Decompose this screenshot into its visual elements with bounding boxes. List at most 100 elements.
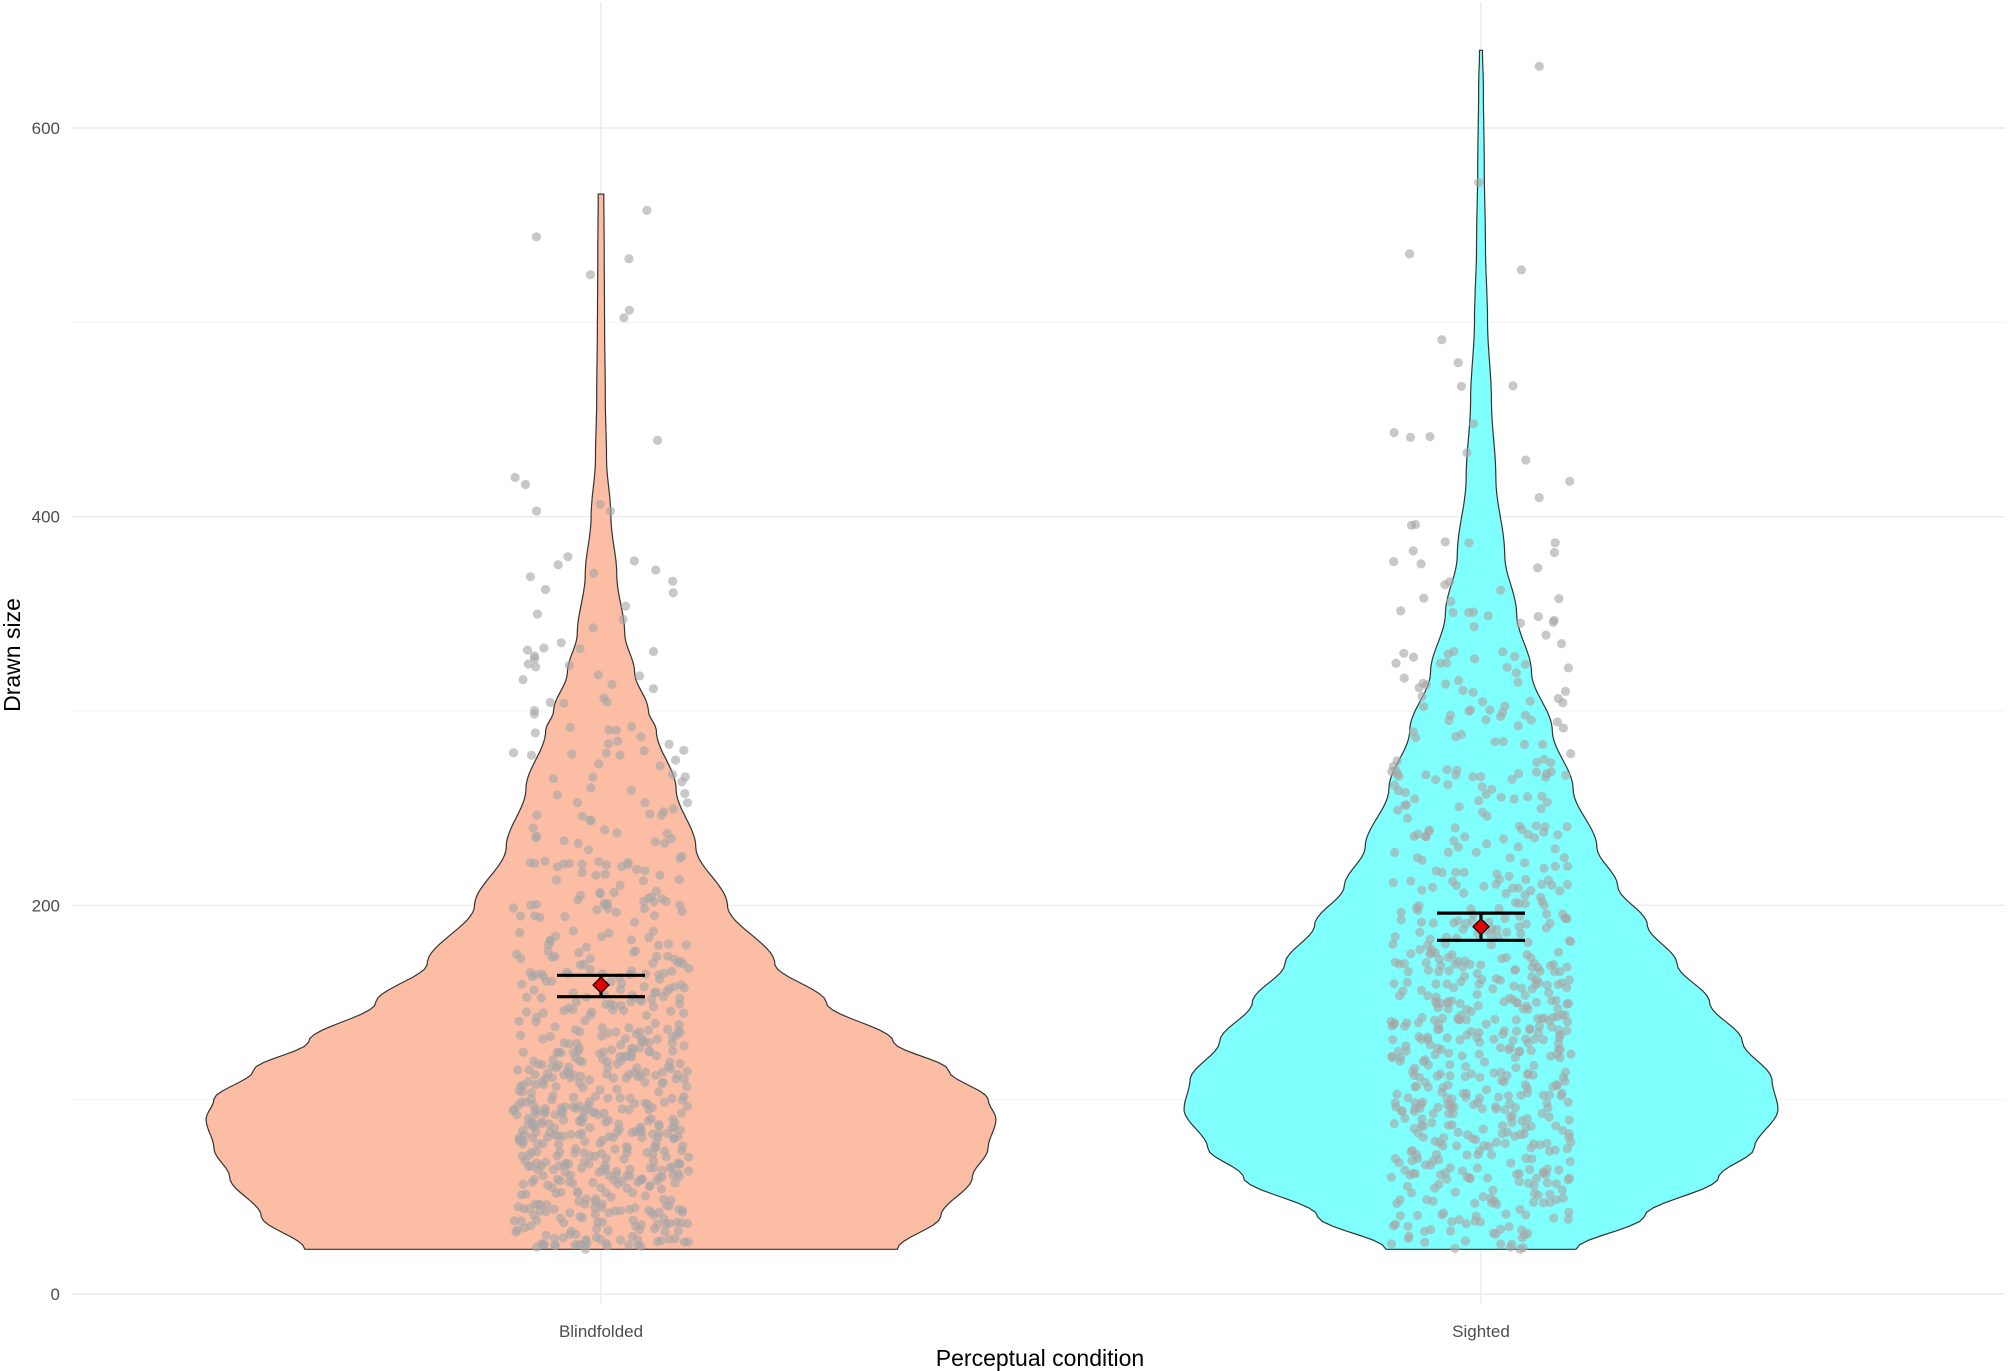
data-point (1469, 622, 1479, 632)
data-point (602, 1241, 612, 1251)
data-point (1545, 961, 1556, 971)
data-point (683, 1166, 694, 1176)
data-point (530, 728, 540, 738)
data-point (574, 1130, 584, 1140)
data-point (670, 1117, 680, 1128)
data-point (1445, 1226, 1456, 1236)
data-point (1435, 1069, 1445, 1079)
data-point (531, 662, 541, 672)
data-point (1525, 1164, 1535, 1175)
data-point (574, 948, 584, 958)
data-point (1546, 767, 1556, 777)
data-point (1482, 1085, 1492, 1095)
data-point (615, 750, 625, 760)
data-point (555, 1176, 565, 1186)
data-point (1551, 995, 1561, 1006)
data-point (528, 823, 538, 833)
data-point (1564, 975, 1574, 985)
data-point (1415, 945, 1425, 955)
data-point (624, 1105, 634, 1115)
data-point (644, 932, 654, 943)
data-point (1516, 983, 1527, 993)
data-point (1519, 1129, 1529, 1139)
data-point (1439, 1133, 1449, 1143)
data-point (1454, 1215, 1464, 1225)
data-point (1515, 618, 1526, 628)
data-point (1476, 960, 1486, 970)
data-point (588, 1177, 598, 1188)
data-point (1389, 1221, 1399, 1231)
data-point (1479, 1057, 1490, 1067)
data-point (674, 1204, 684, 1215)
data-point (639, 746, 649, 756)
data-point (1478, 1124, 1488, 1134)
data-point (680, 772, 690, 782)
data-point (515, 1030, 526, 1040)
data-point (1453, 358, 1463, 368)
data-point (1514, 768, 1524, 779)
data-point (1494, 903, 1504, 914)
data-point (1388, 939, 1398, 950)
data-point (641, 1010, 652, 1021)
data-point (1550, 1145, 1560, 1155)
data-point (1492, 924, 1502, 934)
data-point (1420, 1237, 1430, 1247)
violins (205, 49, 1779, 1250)
data-point (601, 860, 611, 870)
data-point (1562, 962, 1572, 972)
data-point (526, 750, 537, 760)
data-point (655, 974, 665, 984)
data-point (1505, 853, 1515, 863)
data-point (1545, 1189, 1555, 1199)
data-point (1431, 775, 1441, 785)
x-axis-title: Perceptual condition (936, 1345, 1144, 1371)
data-point (1520, 659, 1530, 669)
data-point (522, 992, 532, 1002)
data-point (580, 1136, 590, 1146)
data-point (585, 815, 595, 825)
data-point (651, 565, 661, 575)
data-point (1417, 691, 1427, 702)
data-point (1421, 958, 1431, 968)
data-point (1531, 1173, 1541, 1183)
y-tick-label: 400 (32, 508, 60, 527)
data-point (1556, 1091, 1566, 1101)
data-point (1389, 428, 1399, 438)
data-point (551, 1082, 561, 1092)
data-point (1497, 1129, 1507, 1139)
data-point (1416, 917, 1426, 927)
data-point (1438, 1208, 1449, 1218)
data-point (1550, 844, 1560, 854)
data-point (594, 857, 604, 867)
data-point (600, 869, 610, 879)
data-point (1488, 984, 1498, 994)
data-point (1428, 1196, 1438, 1206)
data-point (1537, 879, 1547, 889)
data-point (515, 911, 526, 921)
data-point (675, 1159, 685, 1169)
data-point (510, 472, 520, 483)
data-point (1451, 880, 1461, 891)
data-point (1560, 1010, 1570, 1020)
data-point (588, 623, 598, 633)
data-point (600, 825, 610, 835)
data-point (668, 1046, 678, 1056)
data-point (607, 679, 617, 690)
data-point (652, 1219, 663, 1229)
data-point (1558, 698, 1568, 708)
data-point (610, 1144, 620, 1154)
data-point (1525, 696, 1535, 706)
data-point (640, 1077, 650, 1087)
data-point (679, 1041, 689, 1051)
data-point (548, 774, 558, 784)
data-point (560, 1167, 570, 1177)
data-point (574, 1196, 584, 1206)
data-point (639, 982, 649, 992)
data-point (651, 987, 661, 997)
data-point (1444, 966, 1454, 976)
data-point (1541, 772, 1551, 782)
data-point (1410, 1082, 1420, 1092)
y-tick-label: 0 (51, 1285, 60, 1304)
data-point (663, 1061, 674, 1072)
data-point (625, 1171, 635, 1181)
